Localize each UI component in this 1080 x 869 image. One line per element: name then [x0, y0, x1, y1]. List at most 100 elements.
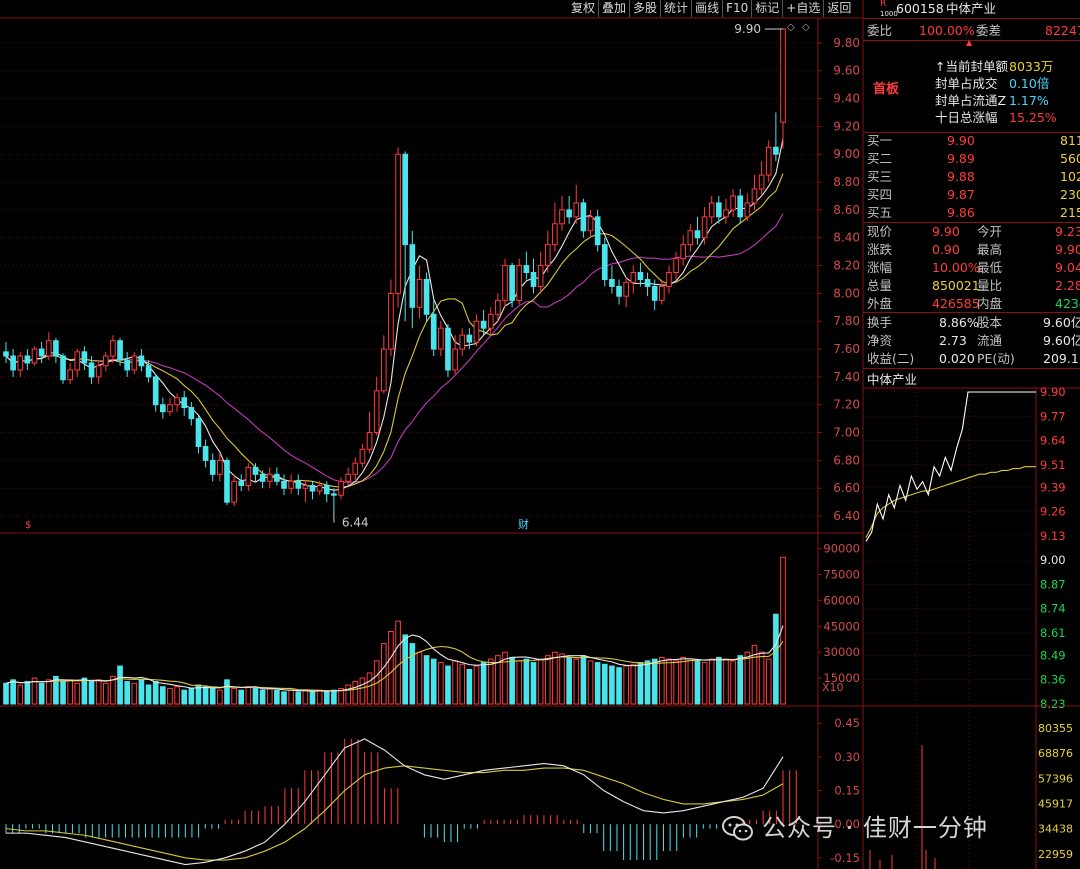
- candle-body: [416, 278, 423, 308]
- candle-body: [409, 244, 416, 308]
- candle-body: [716, 202, 722, 218]
- intraday-tick-label: 9.00: [1040, 553, 1066, 567]
- candle-body: [117, 340, 123, 361]
- candle-body: [530, 272, 537, 287]
- seal-line: ↑当前封单额 8033万: [863, 58, 1080, 76]
- candle-body: [537, 265, 544, 287]
- volume-bar: [274, 689, 280, 705]
- intraday-tick-label: 8.87: [1040, 577, 1066, 591]
- bid-volume: 215: [1060, 205, 1080, 220]
- candle-body: [694, 230, 701, 239]
- toolbar-button-5[interactable]: F10: [722, 0, 751, 17]
- candle-body: [95, 365, 102, 378]
- quote-value: 2.28: [1055, 278, 1080, 293]
- weibi-label: 委比: [867, 23, 893, 38]
- event-marker: 财: [518, 517, 529, 531]
- volume-bar: [673, 660, 679, 705]
- candle-body: [217, 459, 223, 475]
- volume-bar: [345, 684, 351, 705]
- intraday-vol-tick: 45917: [1038, 798, 1073, 811]
- volume-bar: [744, 651, 751, 705]
- bid-label: 买五: [867, 205, 893, 220]
- candle-body: [266, 473, 273, 482]
- volume-bar: [466, 668, 473, 705]
- intraday-tick-label: 9.39: [1040, 480, 1066, 494]
- macd-tick-label: 0.45: [834, 716, 860, 730]
- board-tag: 首板: [873, 82, 900, 97]
- quote-value: 426585: [932, 296, 980, 311]
- volume-bar: [31, 677, 38, 705]
- volume-bar: [3, 682, 9, 705]
- candle-body: [594, 216, 601, 246]
- candle-body: [245, 466, 252, 486]
- candle-body: [516, 265, 523, 301]
- candle-body: [616, 285, 622, 297]
- intraday-tick-label: 8.36: [1040, 673, 1066, 687]
- quote-row: 总量 850021 量比 2.28: [863, 277, 1080, 295]
- y-tick-label: 8.00: [833, 286, 860, 300]
- intraday-tick-label: 9.51: [1040, 458, 1066, 472]
- volume-bar: [459, 663, 466, 705]
- candle-body: [395, 153, 401, 294]
- volume-bar: [209, 687, 216, 705]
- volume-bar: [188, 687, 195, 705]
- volume-bar: [10, 679, 16, 705]
- candle-body: [373, 390, 380, 434]
- volume-bar: [523, 658, 530, 705]
- candle-body: [188, 407, 195, 420]
- toolbar-button-1[interactable]: 叠加: [598, 0, 629, 17]
- candle-body: [309, 484, 316, 492]
- intraday-vol-tick: 80355: [1038, 722, 1073, 735]
- bid-label: 买一: [867, 133, 893, 148]
- quote-label: 今开: [977, 224, 1003, 239]
- candle-body: [202, 445, 209, 461]
- toolbar-button-2[interactable]: 多股: [629, 0, 660, 17]
- y-tick-label: 7.80: [833, 314, 860, 328]
- candle-body: [730, 195, 736, 211]
- candle-body: [17, 355, 24, 371]
- candle-body: [331, 493, 337, 496]
- volume-bar: [601, 663, 608, 705]
- volume-bar: [224, 679, 230, 705]
- bid-price: 9.89: [947, 151, 975, 166]
- intraday-tick-label: 9.77: [1040, 409, 1066, 423]
- seal-value: 1.17%: [1009, 93, 1049, 108]
- seal-label: ↑当前封单额: [935, 59, 1008, 74]
- candle-body: [24, 355, 31, 364]
- fund-label: 净资: [867, 333, 893, 348]
- volume-bar: [366, 672, 373, 705]
- intraday-vol-tick: 68876: [1038, 747, 1073, 760]
- seal-value: 8033万: [1009, 59, 1054, 74]
- volume-bar: [102, 682, 109, 705]
- candle-body: [630, 272, 637, 283]
- fund-label: PE(动): [977, 351, 1015, 366]
- bid-label: 买四: [867, 187, 893, 202]
- volume-bar: [338, 687, 344, 705]
- volume-ma5-line: [5, 625, 784, 692]
- volume-bar: [552, 651, 558, 705]
- toolbar-button-7[interactable]: +自选: [782, 0, 823, 17]
- volume-bar: [680, 656, 687, 705]
- quote-value: 0.90: [932, 242, 960, 257]
- volume-bar: [694, 660, 701, 705]
- toolbar-button-3[interactable]: 统计: [660, 0, 691, 17]
- toolbar-button-0[interactable]: 复权: [571, 1, 596, 15]
- toolbar-button-6[interactable]: 标记: [751, 0, 782, 17]
- wechat-icon: [722, 816, 753, 841]
- candle-body: [31, 348, 38, 364]
- volume-bar: [473, 665, 480, 705]
- volume-bar: [323, 691, 330, 705]
- candle-body: [167, 404, 173, 413]
- candle-body: [673, 258, 679, 274]
- volume-bar: [309, 691, 316, 705]
- volume-unit: X10: [822, 681, 844, 694]
- volume-bar: [587, 660, 594, 705]
- toolbar-button-8[interactable]: 返回: [823, 0, 854, 17]
- watermark-text: 公众号 · 佳财一分钟: [762, 814, 988, 842]
- candle-body: [3, 351, 9, 357]
- toolbar-button-4[interactable]: 画线: [691, 0, 722, 17]
- quote-label: 量比: [977, 278, 1003, 293]
- volume-bar: [24, 681, 31, 705]
- candle-body: [509, 265, 515, 301]
